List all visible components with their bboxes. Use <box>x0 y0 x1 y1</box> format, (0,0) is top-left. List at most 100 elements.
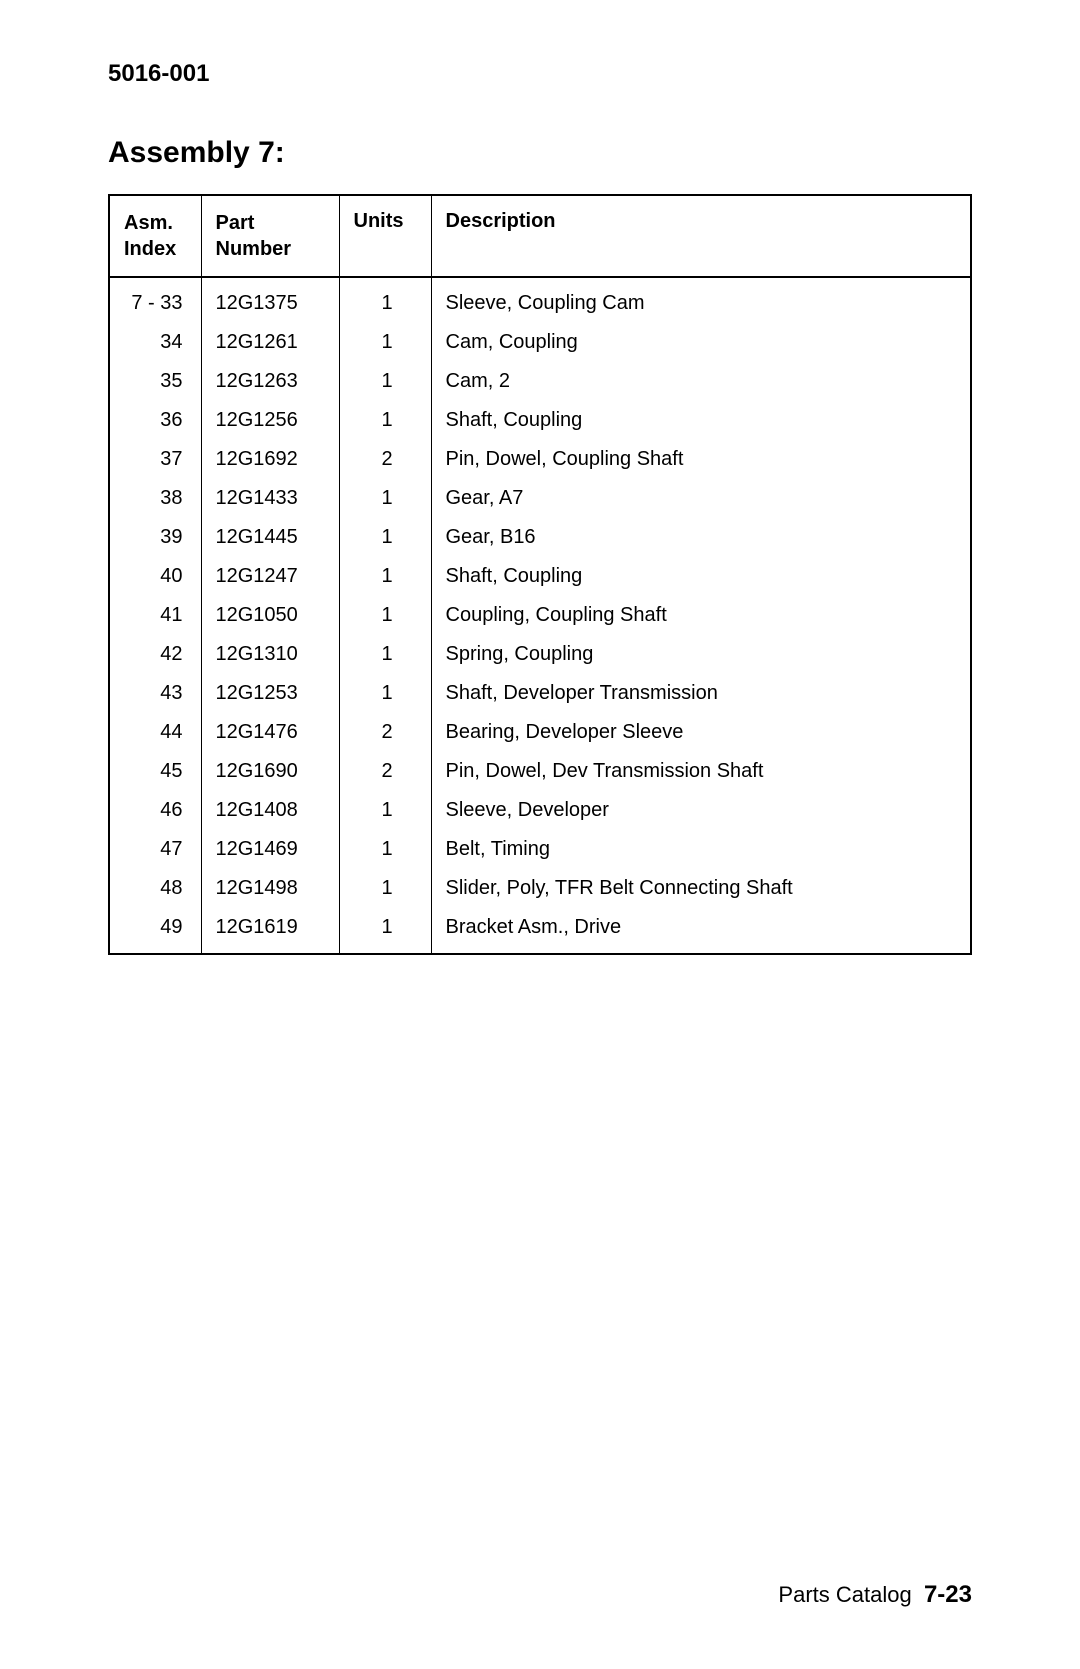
cell-asm: 38 <box>109 479 201 518</box>
col-header-description: Description <box>431 195 971 277</box>
table-row: 7 - 33 12G1375 1 Sleeve, Coupling Cam <box>109 277 971 323</box>
parts-table: Asm. Index Part Number Units Description… <box>108 194 972 955</box>
table-row: 39 12G1445 1 Gear, B16 <box>109 518 971 557</box>
cell-part: 12G1433 <box>201 479 339 518</box>
cell-part: 12G1263 <box>201 362 339 401</box>
cell-asm: 40 <box>109 557 201 596</box>
cell-asm: 43 <box>109 674 201 713</box>
table-row: 36 12G1256 1 Shaft, Coupling <box>109 401 971 440</box>
cell-part: 12G1375 <box>201 277 339 323</box>
cell-part: 12G1476 <box>201 713 339 752</box>
cell-units: 1 <box>339 596 431 635</box>
table-row: 48 12G1498 1 Slider, Poly, TFR Belt Conn… <box>109 869 971 908</box>
cell-part: 12G1692 <box>201 440 339 479</box>
cell-asm: 46 <box>109 791 201 830</box>
table-row: 42 12G1310 1 Spring, Coupling <box>109 635 971 674</box>
cell-units: 1 <box>339 557 431 596</box>
cell-desc: Gear, B16 <box>431 518 971 557</box>
cell-units: 1 <box>339 401 431 440</box>
cell-part: 12G1498 <box>201 869 339 908</box>
cell-units: 2 <box>339 440 431 479</box>
cell-asm: 45 <box>109 752 201 791</box>
cell-part: 12G1247 <box>201 557 339 596</box>
cell-asm: 47 <box>109 830 201 869</box>
table-row: 37 12G1692 2 Pin, Dowel, Coupling Shaft <box>109 440 971 479</box>
cell-part: 12G1469 <box>201 830 339 869</box>
table-row: 44 12G1476 2 Bearing, Developer Sleeve <box>109 713 971 752</box>
cell-desc: Shaft, Coupling <box>431 557 971 596</box>
col-header-part-number: Part Number <box>201 195 339 277</box>
cell-units: 1 <box>339 869 431 908</box>
cell-units: 1 <box>339 908 431 954</box>
table-row: 40 12G1247 1 Shaft, Coupling <box>109 557 971 596</box>
cell-asm: 49 <box>109 908 201 954</box>
table-row: 46 12G1408 1 Sleeve, Developer <box>109 791 971 830</box>
cell-part: 12G1619 <box>201 908 339 954</box>
cell-desc: Sleeve, Coupling Cam <box>431 277 971 323</box>
col-header-asm-index: Asm. Index <box>109 195 201 277</box>
cell-units: 1 <box>339 323 431 362</box>
cell-units: 1 <box>339 635 431 674</box>
cell-units: 1 <box>339 791 431 830</box>
cell-part: 12G1408 <box>201 791 339 830</box>
cell-desc: Gear, A7 <box>431 479 971 518</box>
cell-asm: 37 <box>109 440 201 479</box>
cell-desc: Cam, Coupling <box>431 323 971 362</box>
cell-desc: Slider, Poly, TFR Belt Connecting Shaft <box>431 869 971 908</box>
page-container: 5016-001 Assembly 7: Asm. Index Part Num… <box>0 0 1080 1015</box>
cell-units: 1 <box>339 674 431 713</box>
footer-page-number: 7-23 <box>924 1581 972 1608</box>
cell-desc: Spring, Coupling <box>431 635 971 674</box>
col-header-asm-line2: Index <box>124 238 176 260</box>
cell-desc: Bracket Asm., Drive <box>431 908 971 954</box>
table-row: 34 12G1261 1 Cam, Coupling <box>109 323 971 362</box>
cell-desc: Sleeve, Developer <box>431 791 971 830</box>
cell-asm: 7 - 33 <box>109 277 201 323</box>
cell-units: 1 <box>339 518 431 557</box>
cell-desc: Bearing, Developer Sleeve <box>431 713 971 752</box>
cell-asm: 39 <box>109 518 201 557</box>
cell-units: 1 <box>339 479 431 518</box>
cell-desc: Shaft, Coupling <box>431 401 971 440</box>
cell-part: 12G1310 <box>201 635 339 674</box>
cell-part: 12G1261 <box>201 323 339 362</box>
cell-desc: Pin, Dowel, Dev Transmission Shaft <box>431 752 971 791</box>
cell-part: 12G1690 <box>201 752 339 791</box>
col-header-units: Units <box>339 195 431 277</box>
table-row: 45 12G1690 2 Pin, Dowel, Dev Transmissio… <box>109 752 971 791</box>
cell-asm: 42 <box>109 635 201 674</box>
cell-asm: 35 <box>109 362 201 401</box>
document-number: 5016-001 <box>108 60 972 88</box>
table-row: 41 12G1050 1 Coupling, Coupling Shaft <box>109 596 971 635</box>
col-header-asm-line1: Asm. <box>124 212 173 234</box>
table-row: 43 12G1253 1 Shaft, Developer Transmissi… <box>109 674 971 713</box>
cell-part: 12G1253 <box>201 674 339 713</box>
cell-asm: 36 <box>109 401 201 440</box>
cell-units: 1 <box>339 830 431 869</box>
table-header-row: Asm. Index Part Number Units Description <box>109 195 971 277</box>
cell-asm: 41 <box>109 596 201 635</box>
cell-part: 12G1050 <box>201 596 339 635</box>
assembly-title: Assembly 7: <box>108 136 972 170</box>
cell-part: 12G1256 <box>201 401 339 440</box>
cell-asm: 34 <box>109 323 201 362</box>
footer-catalog-label: Parts Catalog <box>778 1582 911 1607</box>
table-row: 47 12G1469 1 Belt, Timing <box>109 830 971 869</box>
table-body: 7 - 33 12G1375 1 Sleeve, Coupling Cam 34… <box>109 277 971 954</box>
cell-asm: 44 <box>109 713 201 752</box>
cell-desc: Belt, Timing <box>431 830 971 869</box>
table-row: 35 12G1263 1 Cam, 2 <box>109 362 971 401</box>
cell-part: 12G1445 <box>201 518 339 557</box>
cell-desc: Coupling, Coupling Shaft <box>431 596 971 635</box>
cell-units: 2 <box>339 752 431 791</box>
cell-units: 2 <box>339 713 431 752</box>
cell-units: 1 <box>339 277 431 323</box>
col-header-part-line1: Part <box>216 212 255 234</box>
cell-desc: Cam, 2 <box>431 362 971 401</box>
table-row: 38 12G1433 1 Gear, A7 <box>109 479 971 518</box>
col-header-part-line2: Number <box>216 238 292 260</box>
cell-units: 1 <box>339 362 431 401</box>
cell-asm: 48 <box>109 869 201 908</box>
cell-desc: Shaft, Developer Transmission <box>431 674 971 713</box>
cell-desc: Pin, Dowel, Coupling Shaft <box>431 440 971 479</box>
